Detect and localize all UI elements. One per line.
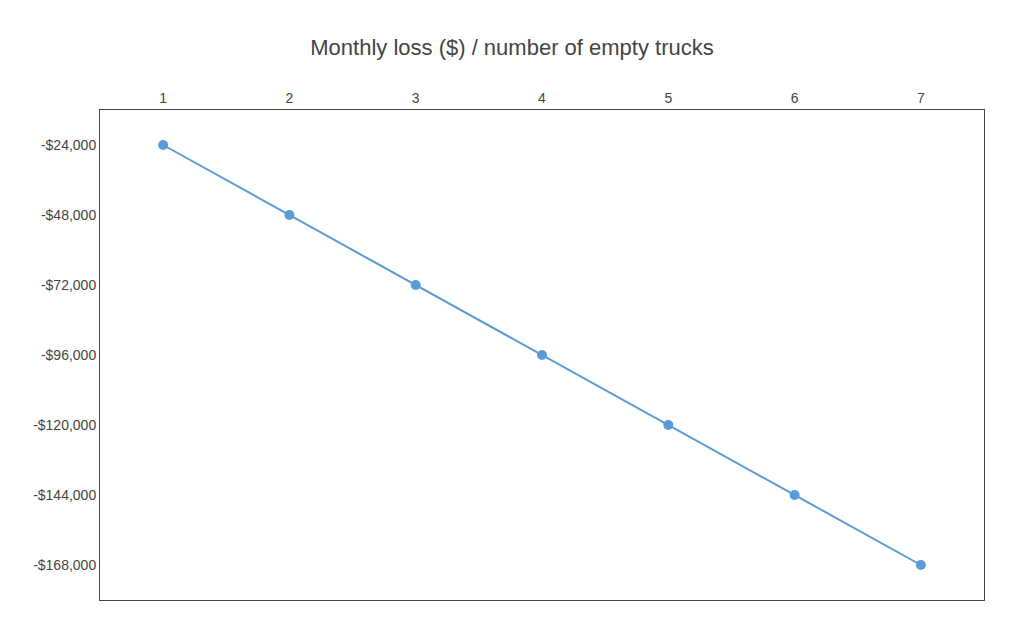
svg-text:-$72,000: -$72,000	[41, 277, 96, 293]
svg-text:2: 2	[286, 90, 294, 106]
svg-text:-$120,000: -$120,000	[33, 417, 96, 433]
svg-text:-$96,000: -$96,000	[41, 347, 96, 363]
svg-text:4: 4	[538, 90, 546, 106]
svg-text:3: 3	[412, 90, 420, 106]
svg-text:-$24,000: -$24,000	[41, 137, 96, 153]
svg-text:5: 5	[664, 90, 672, 106]
svg-text:7: 7	[917, 90, 925, 106]
svg-text:1: 1	[159, 90, 167, 106]
svg-text:Monthly loss ($) / number of e: Monthly loss ($) / number of empty truck…	[310, 35, 713, 60]
svg-text:6: 6	[791, 90, 799, 106]
svg-text:-$144,000: -$144,000	[33, 487, 96, 503]
svg-text:-$48,000: -$48,000	[41, 207, 96, 223]
svg-text:-$168,000: -$168,000	[33, 557, 96, 573]
